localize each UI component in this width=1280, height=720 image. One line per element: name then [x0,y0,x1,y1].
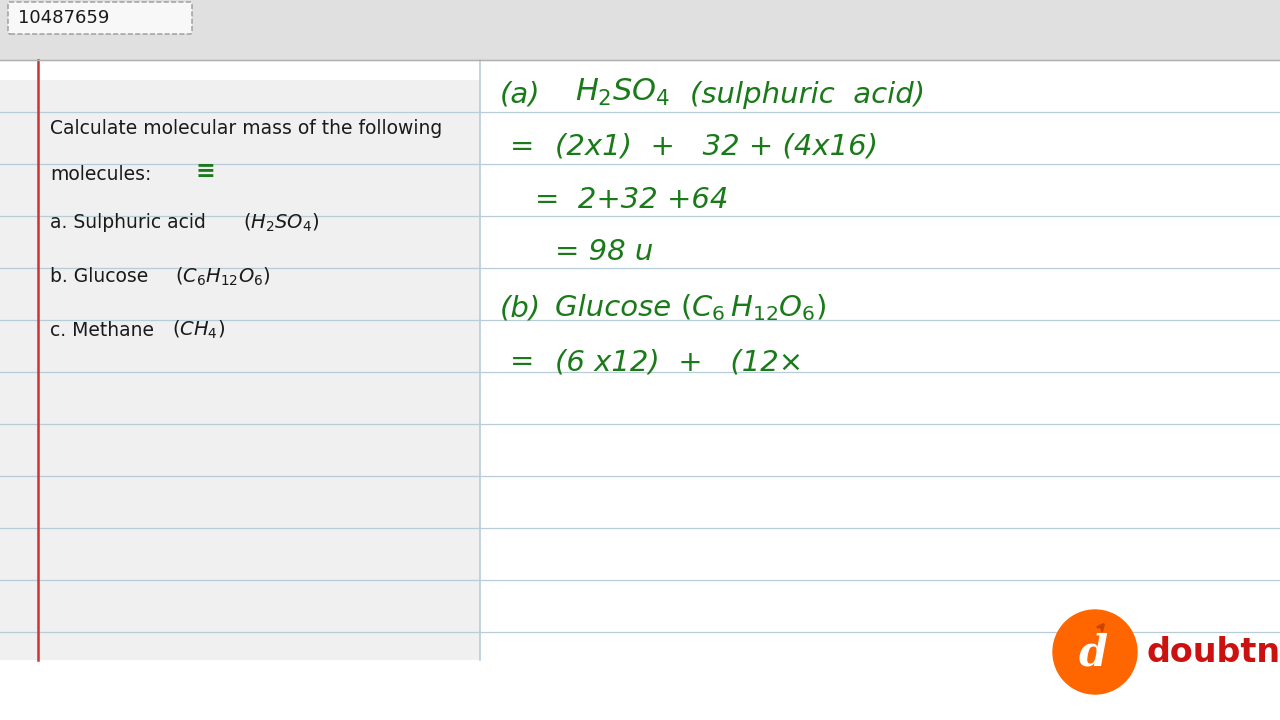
Circle shape [1053,610,1137,694]
Text: molecules:: molecules: [50,166,151,184]
Text: =: = [509,348,534,376]
Text: c. Methane: c. Methane [50,320,160,340]
Text: =: = [509,133,534,161]
Text: (sulphuric  acid): (sulphuric acid) [690,81,925,109]
Text: (6 x12)  +   (12×: (6 x12) + (12× [556,348,803,376]
Text: (b): (b) [500,294,541,322]
Text: d: d [1079,633,1107,675]
Text: Calculate molecular mass of the following: Calculate molecular mass of the followin… [50,119,443,138]
Text: a. Sulphuric acid: a. Sulphuric acid [50,214,212,233]
Text: $(CH_4)$: $(CH_4)$ [172,319,225,341]
Text: (2x1)  +   32 + (4x16): (2x1) + 32 + (4x16) [556,133,878,161]
Text: ≡: ≡ [195,159,215,183]
Text: doubtnut: doubtnut [1147,636,1280,668]
Text: $(C_6\,H_{12}O_6)$: $(C_6\,H_{12}O_6)$ [680,292,827,323]
Text: $H_2SO_4$: $H_2SO_4$ [575,76,671,107]
Bar [0,0,1280,60]
Text: (a): (a) [500,81,540,109]
Bar [0,80,480,660]
Text: 10487659: 10487659 [18,9,109,27]
Text: b. Glucose: b. Glucose [50,268,155,287]
Text: =  2+32 +64: = 2+32 +64 [535,186,728,214]
Text: = 98 u: = 98 u [556,238,653,266]
FancyBboxPatch shape [8,2,192,34]
Text: $(C_6H_{12}O_6)$: $(C_6H_{12}O_6)$ [175,266,270,288]
Text: Glucose: Glucose [556,294,681,322]
Text: $(H_2SO_4)$: $(H_2SO_4)$ [243,212,320,234]
